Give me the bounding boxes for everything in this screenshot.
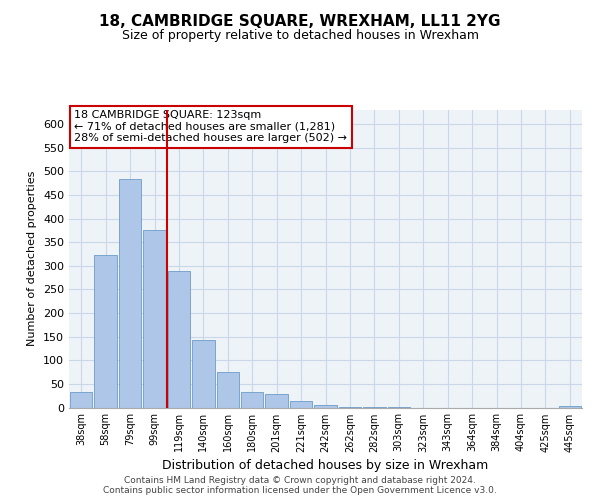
Bar bbox=[265, 394, 288, 407]
Bar bbox=[338, 406, 361, 408]
Bar bbox=[217, 372, 239, 408]
Bar bbox=[143, 230, 166, 408]
Bar bbox=[192, 340, 215, 407]
Bar bbox=[167, 270, 190, 407]
Bar bbox=[94, 255, 117, 408]
X-axis label: Distribution of detached houses by size in Wrexham: Distribution of detached houses by size … bbox=[163, 458, 488, 471]
Text: 18 CAMBRIDGE SQUARE: 123sqm
← 71% of detached houses are smaller (1,281)
28% of : 18 CAMBRIDGE SQUARE: 123sqm ← 71% of det… bbox=[74, 110, 347, 143]
Y-axis label: Number of detached properties: Number of detached properties bbox=[28, 171, 37, 346]
Bar bbox=[119, 180, 142, 408]
Bar bbox=[290, 401, 313, 407]
Bar bbox=[241, 392, 263, 407]
Text: Size of property relative to detached houses in Wrexham: Size of property relative to detached ho… bbox=[121, 29, 479, 42]
Text: Contains HM Land Registry data © Crown copyright and database right 2024.
Contai: Contains HM Land Registry data © Crown c… bbox=[103, 476, 497, 495]
Bar bbox=[314, 404, 337, 407]
Text: 18, CAMBRIDGE SQUARE, WREXHAM, LL11 2YG: 18, CAMBRIDGE SQUARE, WREXHAM, LL11 2YG bbox=[99, 14, 501, 29]
Bar bbox=[70, 392, 92, 407]
Bar bbox=[559, 406, 581, 407]
